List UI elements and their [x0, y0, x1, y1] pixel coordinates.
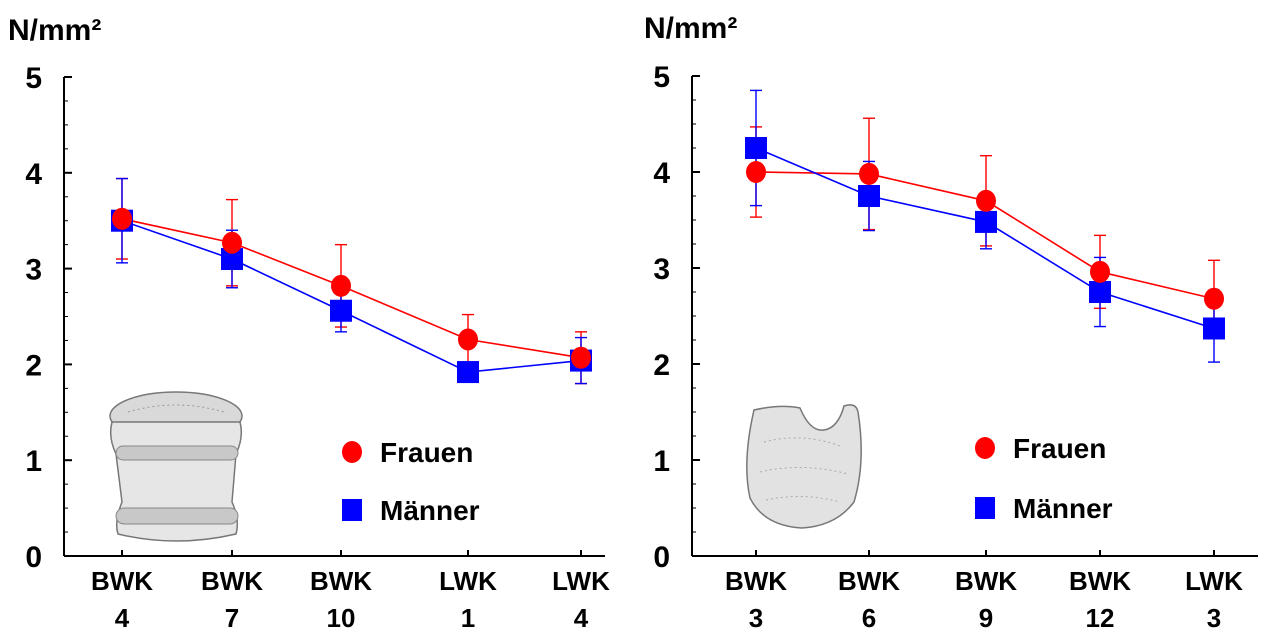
- legend-marker-frauen: [975, 437, 995, 459]
- x-tick-label: BWK: [91, 566, 153, 596]
- x-tick-label-number: 3: [749, 603, 763, 633]
- y-tick-label: 0: [653, 541, 670, 574]
- y-tick-label: 2: [653, 349, 670, 382]
- data-point-männer: [457, 361, 479, 384]
- vertebra-lower-rim: [115, 507, 239, 525]
- x-tick-label-number: 1: [461, 603, 475, 633]
- x-tick-label: BWK: [725, 566, 787, 596]
- series-line-frauen: [121, 218, 582, 359]
- data-point-frauen: [859, 162, 879, 185]
- x-tick-label-number: 6: [862, 603, 876, 633]
- y-tick-label: 3: [653, 253, 670, 286]
- y-axis-label: N/mm²: [8, 14, 101, 47]
- y-tick-label: 1: [653, 445, 670, 478]
- data-point-männer: [330, 299, 352, 322]
- y-tick-label: 3: [25, 254, 42, 287]
- x-tick-label: BWK: [310, 566, 372, 596]
- legend-label-männer: Männer: [1013, 493, 1113, 524]
- data-point-frauen: [1204, 287, 1224, 310]
- x-tick-label: BWK: [838, 566, 900, 596]
- legend-marker-frauen: [342, 441, 362, 463]
- data-point-frauen: [1090, 260, 1110, 283]
- y-tick-label: 4: [25, 158, 42, 191]
- x-tick-label: BWK: [201, 566, 263, 596]
- legend-label-frauen: Frauen: [1013, 433, 1106, 464]
- vertebra-cross-section: [746, 404, 862, 529]
- x-tick-label-number: 12: [1086, 603, 1115, 633]
- data-point-männer: [221, 248, 243, 271]
- data-point-frauen: [331, 274, 351, 297]
- legend-marker-männer: [975, 497, 995, 519]
- x-tick-label: LWK: [552, 566, 610, 596]
- data-point-männer: [858, 185, 880, 207]
- x-tick-label: BWK: [1069, 566, 1131, 596]
- y-tick-label: 2: [25, 349, 42, 382]
- x-tick-label-number: 4: [115, 603, 130, 633]
- x-tick-label-number: 7: [225, 603, 239, 633]
- y-tick-label: 5: [653, 61, 670, 94]
- x-tick-label-number: 4: [574, 603, 589, 633]
- data-point-frauen: [976, 189, 996, 212]
- vertebra-illustration: [746, 404, 862, 529]
- y-axis-label: N/mm²: [644, 12, 737, 45]
- data-point-männer: [745, 137, 767, 159]
- data-point-frauen: [571, 346, 591, 369]
- chart-panel-2: N/mm²012345BWK3BWK6BWK9BWK12LWK3FrauenMä…: [644, 12, 1258, 633]
- y-tick-label: 0: [25, 541, 42, 574]
- x-tick-label-number: 10: [327, 603, 356, 633]
- x-tick-label: BWK: [955, 566, 1017, 596]
- x-tick-label-number: 3: [1207, 603, 1221, 633]
- data-point-frauen: [458, 328, 478, 351]
- x-tick-label-number: 9: [979, 603, 993, 633]
- data-point-frauen: [222, 231, 242, 254]
- vertebra-upper-rim: [115, 445, 239, 461]
- vertebra-illustration: [109, 391, 243, 542]
- x-tick-label: LWK: [1185, 566, 1243, 596]
- data-point-männer: [975, 210, 997, 233]
- series-line-männer: [121, 219, 582, 373]
- data-point-männer: [1203, 317, 1225, 340]
- chart-panel-1: N/mm² 0 1 2 3 4 5 BWK 4 BWK 7 BWK 10 LWK 1 LWK 4 Frauen Mä…: [8, 14, 610, 633]
- data-point-frauen: [112, 207, 132, 230]
- data-point-frauen: [746, 161, 766, 183]
- legend-label-frauen: Frauen: [380, 437, 473, 468]
- y-tick-label: 5: [25, 62, 42, 95]
- y-tick-label: 1: [25, 445, 42, 478]
- data-point-männer: [1089, 281, 1111, 303]
- legend-label-männer: Männer: [380, 495, 480, 526]
- legend-marker-männer: [342, 499, 362, 521]
- series-line-männer: [755, 147, 1215, 330]
- y-tick-label: 4: [653, 157, 670, 190]
- vertebra-texture: [759, 437, 849, 503]
- x-tick-label: LWK: [439, 566, 497, 596]
